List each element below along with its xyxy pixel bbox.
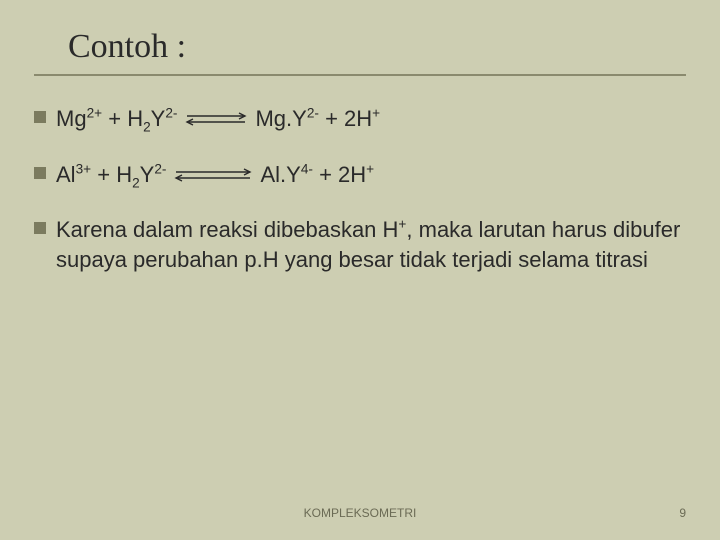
complex-sup: 2- — [307, 106, 319, 121]
footer-center: KOMPLEKSOMETRI — [304, 506, 417, 520]
slide: Contoh : Mg2+ + H2Y2- Mg.Y2- + 2H+ — [0, 0, 720, 540]
square-bullet-icon — [34, 167, 46, 179]
ligand-y: Y — [151, 106, 166, 131]
plus: + 2H — [319, 106, 372, 131]
plus: + — [102, 106, 127, 131]
charge: 3+ — [76, 161, 92, 176]
equation-lhs: Mg2+ + H2Y2- — [56, 104, 177, 134]
equation-lhs: Al3+ + H2Y2- — [56, 160, 166, 190]
equilibrium-arrow-icon — [174, 160, 252, 190]
slide-title: Contoh : — [68, 28, 686, 66]
ligand-y: Y — [140, 162, 155, 187]
square-bullet-icon — [34, 111, 46, 123]
ion: Al — [56, 162, 76, 187]
para-pre: Karena dalam reaksi dibebaskan H — [56, 217, 398, 242]
h-sup: + — [372, 106, 380, 121]
bullet-list: Mg2+ + H2Y2- Mg.Y2- + 2H+ — [34, 104, 686, 275]
complex: Al.Y — [260, 162, 300, 187]
square-bullet-icon — [34, 222, 46, 234]
complex-sup: 4- — [301, 161, 313, 176]
ligand-h: H — [116, 162, 132, 187]
ligand-y-sup: 2- — [154, 161, 166, 176]
paragraph-text: Karena dalam reaksi dibebaskan H+, maka … — [56, 215, 686, 274]
equilibrium-arrow-icon — [185, 104, 247, 134]
complex: Mg.Y — [255, 106, 306, 131]
equation-2: Al3+ + H2Y2- Al.Y4- + 2H+ — [56, 160, 374, 190]
plus: + 2H — [313, 162, 366, 187]
slide-footer: KOMPLEKSOMETRI 9 — [34, 506, 686, 520]
equation-1: Mg2+ + H2Y2- Mg.Y2- + 2H+ — [56, 104, 380, 134]
ligand-h: H — [127, 106, 143, 131]
equation-rhs: Al.Y4- + 2H+ — [260, 160, 374, 190]
bullet-item: Mg2+ + H2Y2- Mg.Y2- + 2H+ — [34, 104, 686, 134]
title-underline — [34, 74, 686, 76]
ligand-y-sup: 2- — [165, 106, 177, 121]
h-sup: + — [366, 161, 374, 176]
charge: 2+ — [87, 106, 103, 121]
ligand-h-sub: 2 — [132, 175, 140, 190]
bullet-item: Karena dalam reaksi dibebaskan H+, maka … — [34, 215, 686, 274]
ligand-h-sub: 2 — [143, 119, 151, 134]
slide-number: 9 — [679, 506, 686, 520]
equation-rhs: Mg.Y2- + 2H+ — [255, 104, 380, 134]
bullet-item: Al3+ + H2Y2- Al.Y4- + 2H+ — [34, 160, 686, 190]
ion: Mg — [56, 106, 87, 131]
plus: + — [91, 162, 116, 187]
